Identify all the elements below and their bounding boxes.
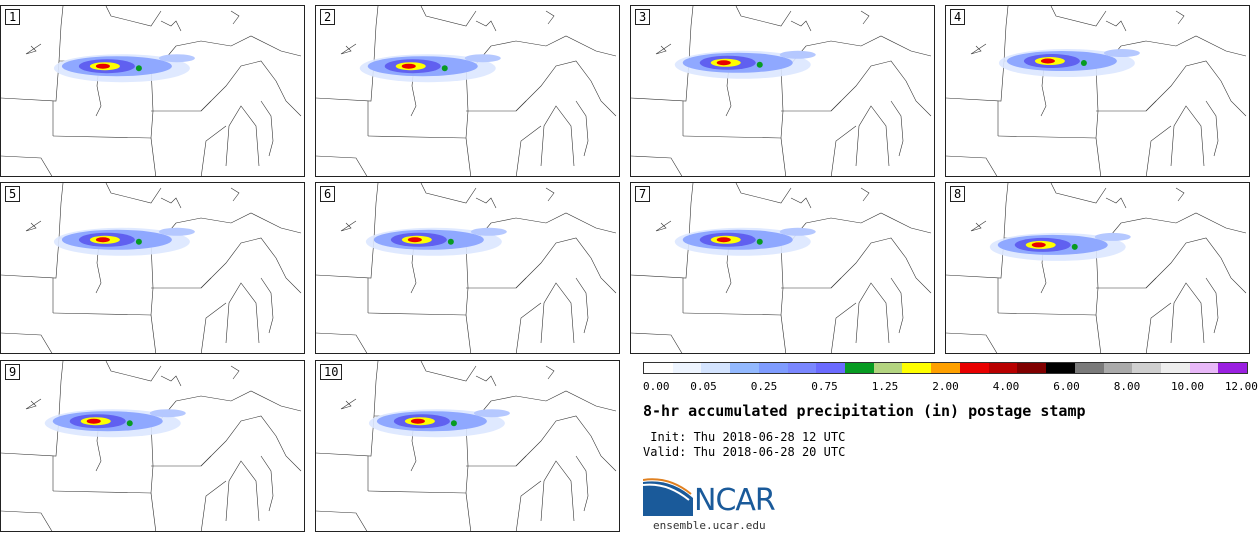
panel-number-label: 6 (320, 186, 336, 202)
site-url: ensemble.ucar.edu (653, 519, 766, 532)
colorbar-swatch (1218, 363, 1248, 373)
map-icon (1, 183, 302, 353)
colorbar-tick-label: 6.00 (1053, 380, 1080, 393)
map-icon (946, 183, 1247, 353)
panel-number-label: 3 (635, 9, 651, 25)
colorbar-tick-label: 12.00 (1224, 380, 1258, 393)
precip-colorbar (643, 362, 1248, 374)
panel-number-label: 5 (5, 186, 21, 202)
postage-stamp-panel: 6 (315, 182, 620, 354)
panel-number-label: 9 (5, 364, 21, 380)
colorbar-swatch (845, 363, 874, 373)
panel-number-label: 8 (950, 186, 966, 202)
colorbar-tick-label: 2.00 (932, 380, 959, 393)
colorbar-tick-label: 1.25 (871, 380, 899, 393)
map-icon (631, 183, 932, 353)
colorbar-swatch (1017, 363, 1047, 373)
postage-stamp-panel: 1 (0, 5, 305, 177)
colorbar-swatch (787, 363, 817, 373)
colorbar-tick-label: 0.00 (643, 380, 670, 393)
map-icon (316, 361, 617, 531)
colorbar-swatch (902, 363, 932, 373)
panel-number-label: 1 (5, 9, 21, 25)
colorbar-tick-label: 8.00 (1113, 380, 1141, 393)
map-icon (1, 361, 302, 531)
map-icon (631, 6, 932, 176)
colorbar-swatch (1074, 363, 1104, 373)
colorbar-swatch (1103, 363, 1133, 373)
ncar-logo-text: NCAR (694, 483, 776, 518)
colorbar-swatch (758, 363, 788, 373)
colorbar-swatch (1160, 363, 1190, 373)
postage-stamp-panel: 4 (945, 5, 1250, 177)
colorbar-swatch (1046, 363, 1075, 373)
postage-stamp-panel: 9 (0, 360, 305, 532)
panel-number-label: 7 (635, 186, 651, 202)
postage-stamp-panel: 10 (315, 360, 620, 532)
colorbar-swatch (672, 363, 702, 373)
colorbar-swatch (959, 363, 989, 373)
colorbar-swatch (730, 363, 759, 373)
ncar-logo-icon (643, 478, 693, 516)
colorbar-swatch (988, 363, 1018, 373)
colorbar-tick-label: 10.00 (1170, 380, 1205, 393)
panel-number-label: 10 (320, 364, 343, 380)
postage-stamp-panel: 5 (0, 182, 305, 354)
init-time: Init: Thu 2018-06-28 12 UTC (643, 430, 846, 444)
map-icon (316, 183, 617, 353)
map-icon (1, 6, 302, 176)
postage-stamp-panel: 2 (315, 5, 620, 177)
postage-stamp-panel: 7 (630, 182, 935, 354)
postage-stamp-panel: 3 (630, 5, 935, 177)
colorbar-tick-label: 0.05 (690, 380, 717, 393)
colorbar-swatch (873, 363, 903, 373)
colorbar-tick-label: 4.00 (992, 380, 1020, 393)
colorbar-tick-label: 0.25 (750, 380, 778, 393)
panel-number-label: 4 (950, 9, 966, 25)
map-icon (316, 6, 617, 176)
colorbar-swatch (644, 363, 673, 373)
colorbar-swatch (931, 363, 960, 373)
figure-title: 8-hr accumulated precipitation (in) post… (643, 402, 1086, 420)
panel-number-label: 2 (320, 9, 336, 25)
map-icon (946, 6, 1247, 176)
colorbar-swatch (1132, 363, 1161, 373)
colorbar-swatch (701, 363, 731, 373)
postage-stamp-panel: 8 (945, 182, 1250, 354)
colorbar-tick-label: 0.75 (811, 380, 838, 393)
colorbar-swatch (816, 363, 846, 373)
colorbar-swatch (1189, 363, 1219, 373)
valid-time: Valid: Thu 2018-06-28 20 UTC (643, 445, 846, 459)
